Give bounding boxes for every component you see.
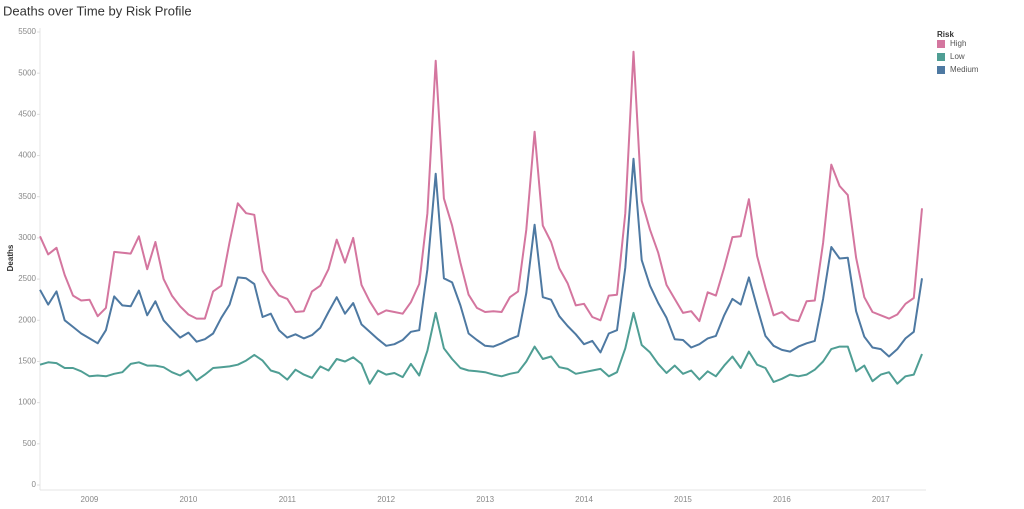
- x-tick-label: 2017: [872, 495, 890, 504]
- legend-swatch: [937, 66, 945, 74]
- y-tick-label: 3500: [18, 192, 36, 201]
- x-tick-label: 2012: [377, 495, 395, 504]
- series-line: [39, 50, 923, 323]
- x-tick-label: 2010: [179, 495, 197, 504]
- y-tick-label: 2000: [18, 315, 36, 324]
- legend-label: Low: [950, 52, 965, 61]
- y-tick-label: 4500: [18, 109, 36, 118]
- x-tick-label: 2016: [773, 495, 791, 504]
- x-tick-label: 2014: [575, 495, 593, 504]
- chart-title: Deaths over Time by Risk Profile: [3, 3, 192, 18]
- y-tick-label: 2500: [18, 274, 36, 283]
- y-axis-label: Deaths: [6, 244, 15, 271]
- legend-label: High: [950, 39, 966, 48]
- series-line: [39, 157, 923, 358]
- y-tick-label: 3000: [18, 233, 36, 242]
- legend-label: Medium: [950, 65, 979, 74]
- x-tick-label: 2009: [81, 495, 99, 504]
- x-tick-label: 2015: [674, 495, 692, 504]
- x-tick-label: 2013: [476, 495, 494, 504]
- x-tick-label: 2011: [279, 495, 297, 504]
- y-tick-label: 1500: [18, 357, 36, 366]
- y-tick-label: 4000: [18, 151, 36, 160]
- y-tick-label: 5000: [18, 68, 36, 77]
- legend-title: Risk: [937, 30, 954, 39]
- y-tick-label: 1000: [18, 398, 36, 407]
- legend-swatch: [937, 53, 945, 61]
- series-line: [39, 311, 923, 385]
- y-tick-label: 0: [32, 480, 37, 489]
- legend-swatch: [937, 40, 945, 48]
- y-tick-label: 500: [23, 439, 37, 448]
- y-tick-label: 5500: [18, 27, 36, 36]
